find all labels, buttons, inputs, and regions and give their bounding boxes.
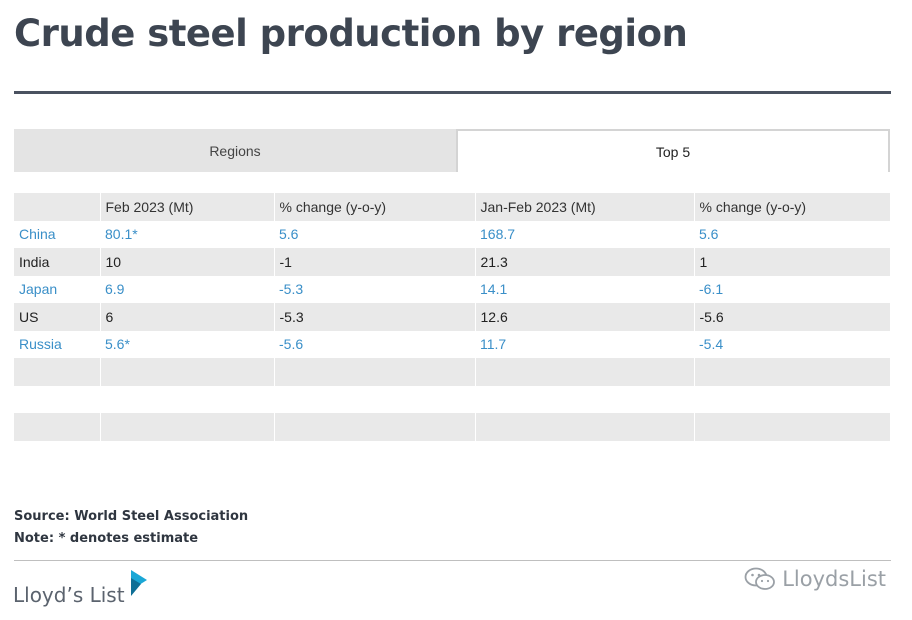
footnotes: Source: World Steel Association Note: * … (14, 506, 248, 550)
cell-feb-change: -5.6 (279, 336, 304, 353)
tab-regions[interactable]: Regions (209, 142, 261, 159)
cell-feb-change: -5.3 (274, 303, 476, 331)
cell-janfeb-change: -5.6 (694, 303, 890, 331)
cell-janfeb-change: 1 (694, 248, 890, 276)
table-row: China 80.1* 5.6 168.7 5.6 (14, 221, 890, 249)
cell-janfeb-change: -5.4 (699, 336, 724, 353)
tab-top-5[interactable]: Top 5 (456, 129, 890, 172)
cell-region: India (14, 248, 101, 276)
cell-janfeb: 168.7 (480, 226, 516, 243)
estimate-note: Note: * denotes estimate (14, 531, 199, 546)
cell-region: US (14, 303, 101, 331)
lloyds-list-logo: Lloyd’s List (13, 570, 149, 607)
footer-divider (14, 560, 891, 561)
header-region (14, 193, 101, 221)
page-title: Crude steel production by region (14, 12, 688, 55)
steel-table: Feb 2023 (Mt) % change (y-o-y) Jan-Feb 2… (14, 193, 890, 441)
table-row: US 6 -5.3 12.6 -5.6 (14, 303, 890, 331)
cell-feb: 6 (100, 303, 275, 331)
table-row: Russia 5.6* -5.6 11.7 -5.4 (14, 331, 890, 359)
empty-row (14, 413, 890, 441)
header-feb-change: % change (y-o-y) (274, 193, 476, 221)
cell-janfeb: 11.7 (480, 336, 507, 353)
tab-bar: Regions Top 5 (14, 129, 890, 172)
empty-row (14, 358, 890, 386)
cell-feb: 6.9 (105, 281, 125, 298)
watermark-text: LloydsList (782, 567, 886, 591)
cell-feb-change: -1 (274, 248, 476, 276)
cell-region[interactable]: China (19, 226, 56, 243)
cell-janfeb: 21.3 (475, 248, 695, 276)
cell-feb: 5.6* (105, 336, 130, 353)
header-feb: Feb 2023 (Mt) (100, 193, 275, 221)
source-note: Source: World Steel Association (14, 509, 249, 524)
cell-janfeb-change: -6.1 (699, 281, 724, 298)
empty-row (14, 386, 890, 414)
cell-feb-change: 5.6 (279, 226, 299, 243)
logo-text: Lloyd’s List (13, 583, 125, 607)
header-janfeb: Jan-Feb 2023 (Mt) (475, 193, 695, 221)
logo-arrow-icon (129, 570, 149, 601)
cell-feb: 80.1* (105, 226, 138, 243)
cell-janfeb: 12.6 (475, 303, 695, 331)
table-header-row: Feb 2023 (Mt) % change (y-o-y) Jan-Feb 2… (14, 193, 890, 221)
table-row: Japan 6.9 -5.3 14.1 -6.1 (14, 276, 890, 304)
cell-region[interactable]: Japan (19, 281, 58, 298)
table-row: India 10 -1 21.3 1 (14, 248, 890, 276)
wechat-icon (744, 567, 776, 590)
cell-janfeb: 14.1 (480, 281, 508, 298)
cell-region[interactable]: Russia (19, 336, 62, 353)
cell-janfeb-change: 5.6 (699, 226, 719, 243)
title-divider (14, 91, 891, 94)
header-janfeb-change: % change (y-o-y) (694, 193, 890, 221)
cell-feb-change: -5.3 (279, 281, 304, 298)
wechat-watermark: LloydsList (744, 566, 886, 592)
cell-feb: 10 (100, 248, 275, 276)
